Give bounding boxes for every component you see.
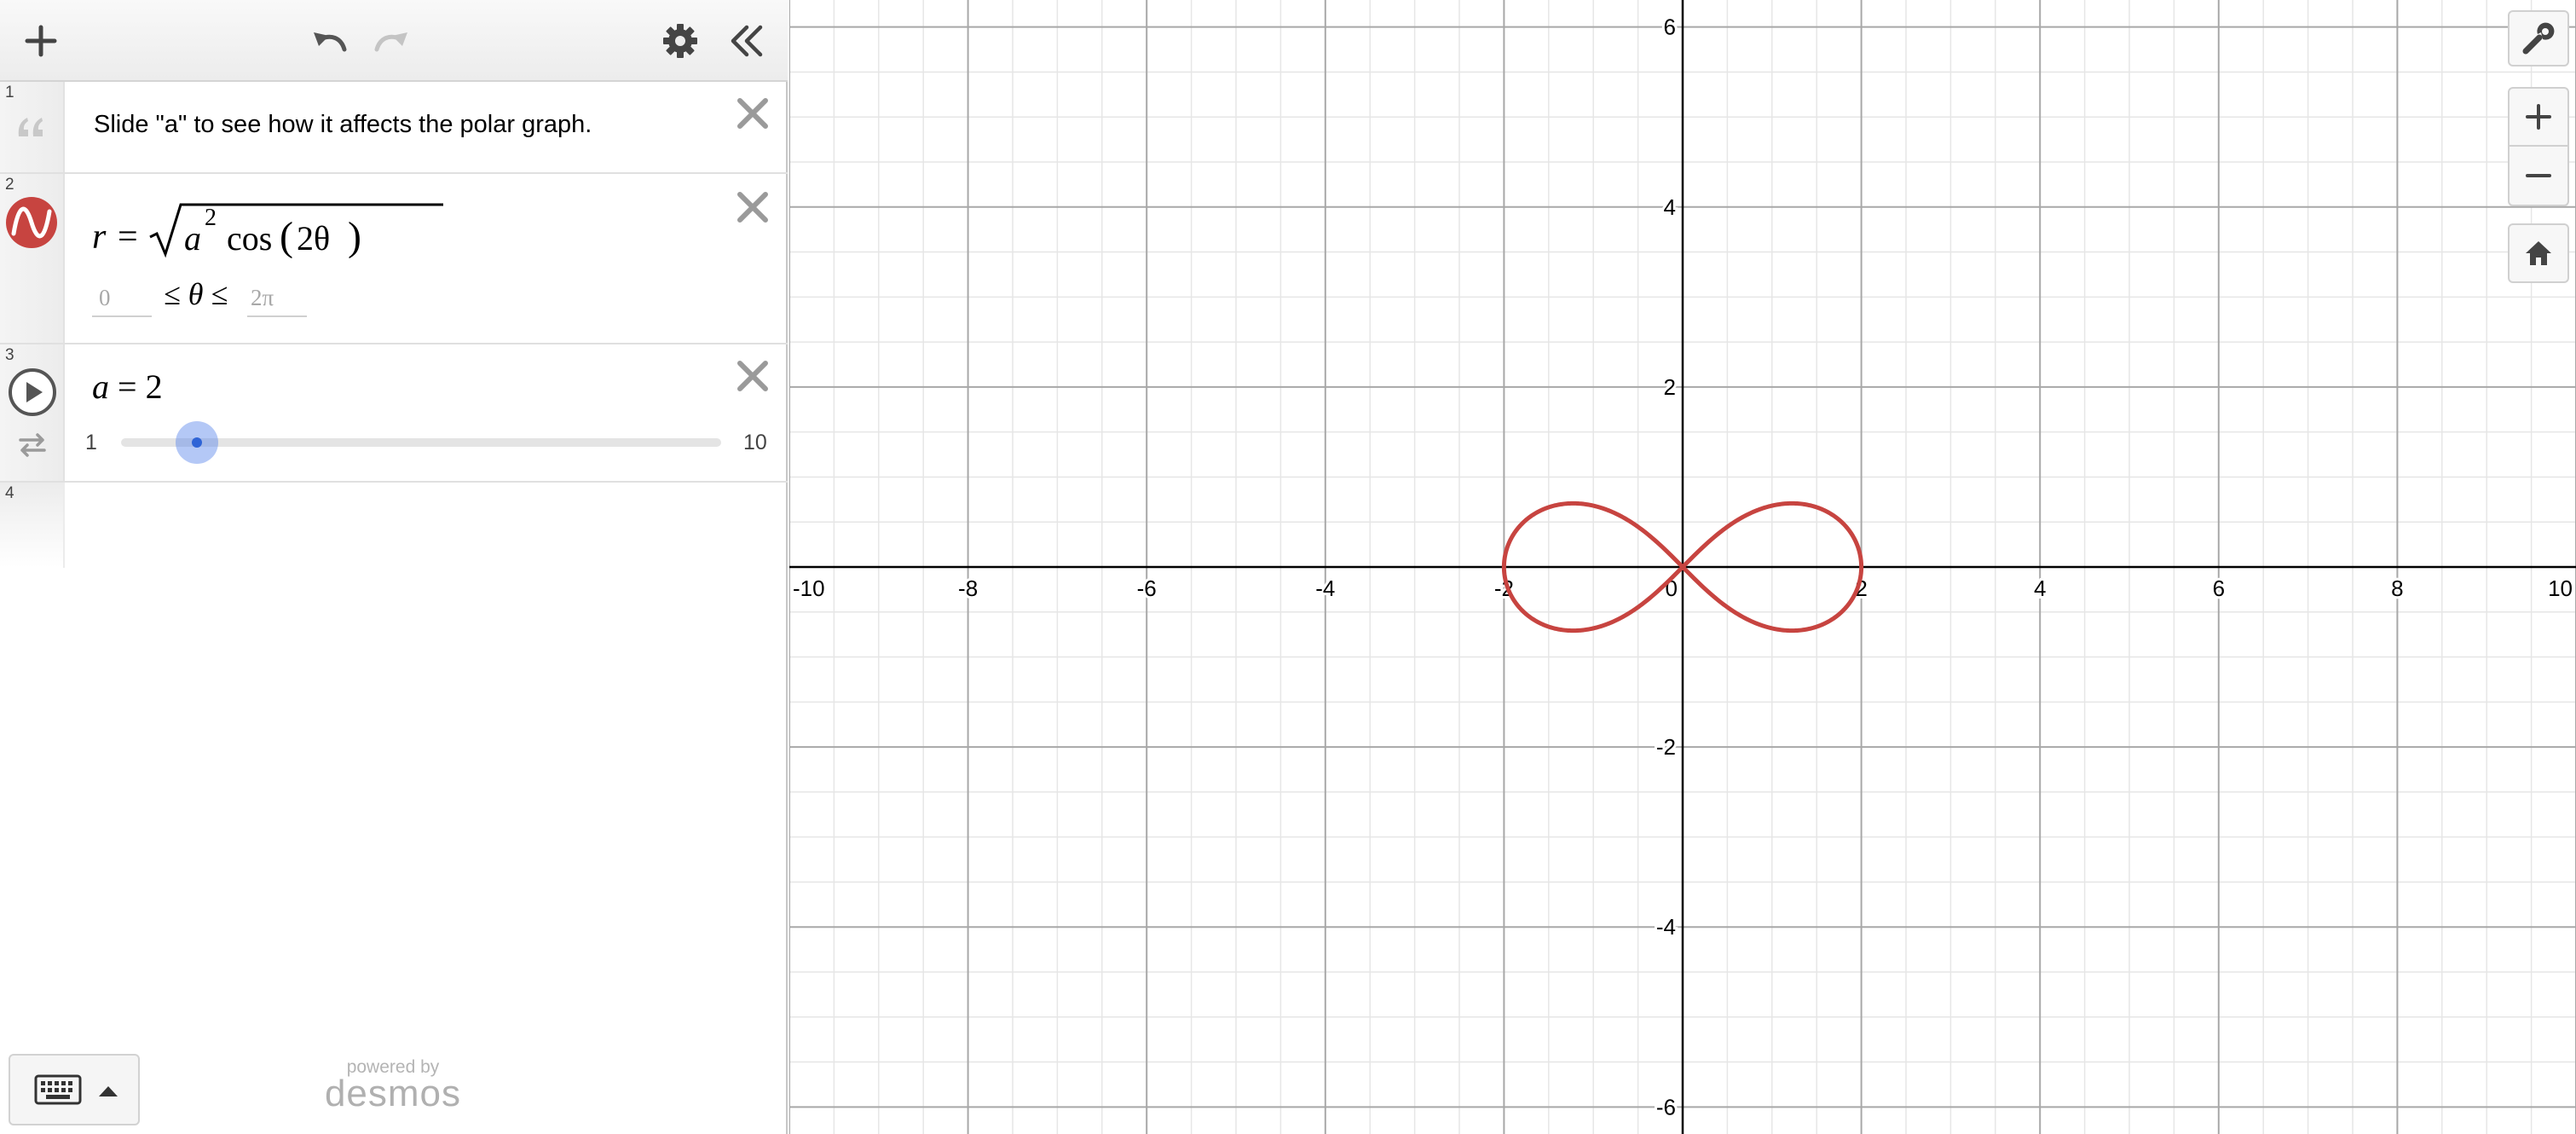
slider-track[interactable] xyxy=(121,438,721,447)
domain-min-input[interactable]: 0 xyxy=(92,281,152,317)
delete-row-2-button[interactable] xyxy=(731,186,774,229)
panel-header xyxy=(0,0,788,82)
quote-icon xyxy=(18,118,43,136)
gear-icon xyxy=(663,24,697,58)
collapse-panel-button[interactable] xyxy=(721,15,772,67)
keyboard-icon xyxy=(34,1074,82,1105)
note-text[interactable]: Slide "a" to see how it affects the pola… xyxy=(94,111,592,138)
zoom-out-icon xyxy=(2526,174,2551,177)
domain-max-input[interactable]: 2π xyxy=(247,281,307,317)
zoom-in-icon xyxy=(2526,104,2551,130)
row-gutter: 2 xyxy=(0,174,65,343)
x-tick-label-halo: 10 xyxy=(2548,576,2573,601)
keyboard-toggle-button[interactable] xyxy=(9,1054,140,1125)
x-tick-label-halo: -4 xyxy=(1315,576,1335,601)
y-tick-label: 4 xyxy=(1664,194,1676,220)
row-gutter: 1 xyxy=(0,82,65,172)
y-tick-label: -6 xyxy=(1656,1094,1676,1120)
graph-canvas[interactable]: -10-10 -8-8 -6-6 -4-4 -2-2 00 22 44 66 88 10106644… xyxy=(789,0,2576,1134)
paren-close: ) xyxy=(348,214,361,259)
plus-icon xyxy=(25,25,57,57)
row-number: 4 xyxy=(5,484,14,502)
x-tick-label-halo: 4 xyxy=(2034,576,2046,601)
redo-button[interactable] xyxy=(367,15,418,67)
slider-row[interactable]: 3 xyxy=(0,344,788,483)
graph-paper[interactable]: -10 -10 -8 -8 -6 -6 -4 -4 -2 -2 0 0 2 2 4 4 6 6 8 8 10 10 6 6 4 4… xyxy=(789,0,2576,1134)
powered-by-text: powered by xyxy=(346,1057,440,1077)
y-tick-label: 6 xyxy=(1664,14,1676,40)
x-tick-label: 10 xyxy=(2548,576,2573,601)
zoom-in-button[interactable] xyxy=(2508,87,2569,147)
undo-icon xyxy=(314,32,347,52)
loop-direction-icon[interactable] xyxy=(17,430,48,459)
slider-value: 2 xyxy=(145,367,163,406)
default-viewport-button[interactable] xyxy=(2508,223,2569,283)
y-tick-label: -2 xyxy=(1656,734,1676,760)
x-tick-label: -10 xyxy=(793,576,825,601)
equals-sign: = xyxy=(118,367,137,406)
y-tick-label-halo: -6 xyxy=(1656,1094,1676,1120)
redo-icon xyxy=(374,32,407,52)
lemniscate-curve[interactable] xyxy=(1501,500,1864,634)
x-tick-label-halo: 8 xyxy=(2391,576,2403,601)
row-number: 2 xyxy=(5,176,14,194)
delete-row-3-button[interactable] xyxy=(731,355,774,397)
y-tick-label: 2 xyxy=(1664,374,1676,400)
tick-labels: -10-10 -8-8 -6-6 -4-4 -2-2 00 22 44 66 88 10106644… xyxy=(790,12,2575,1123)
home-icon xyxy=(2526,241,2551,265)
slider-max-label[interactable]: 10 xyxy=(743,431,767,454)
caret-up-icon xyxy=(99,1086,118,1096)
row-gutter: 4 xyxy=(0,483,65,568)
y-tick-label-halo: -4 xyxy=(1656,914,1676,940)
slider-equation[interactable]: a = 2 xyxy=(92,367,163,407)
row-number: 1 xyxy=(5,84,14,101)
y-tick-label-halo: 2 xyxy=(1664,374,1676,400)
slider-variable: a xyxy=(92,367,109,406)
y-tick-label-halo: 4 xyxy=(1664,194,1676,220)
x-tick-label-halo: -8 xyxy=(958,576,978,601)
x-tick-label: -4 xyxy=(1315,576,1335,601)
zoom-out-button[interactable] xyxy=(2508,147,2569,206)
slider-min-label[interactable]: 1 xyxy=(85,431,97,454)
sqrt-symbol xyxy=(149,203,443,258)
x-tick-label-halo: -10 xyxy=(793,576,825,601)
x-tick-label: 4 xyxy=(2034,576,2046,601)
domain-relation: ≤ θ ≤ xyxy=(164,277,228,311)
add-item-button[interactable] xyxy=(15,15,66,67)
x-tick-label: 8 xyxy=(2391,576,2403,601)
double-chevron-left-icon xyxy=(731,25,763,57)
row-gutter: 3 xyxy=(0,344,65,481)
curve-color-icon[interactable] xyxy=(5,196,58,249)
domain-min-value: 0 xyxy=(99,285,111,310)
row-number: 3 xyxy=(5,346,14,364)
equals-sign: = xyxy=(118,217,138,257)
empty-row[interactable]: 4 xyxy=(0,483,788,568)
x-tick-label-halo: 6 xyxy=(2213,576,2225,601)
lhs-variable: r xyxy=(92,217,107,257)
settings-button[interactable] xyxy=(655,15,706,67)
delete-row-1-button[interactable] xyxy=(731,92,774,135)
x-tick-label: -8 xyxy=(958,576,978,601)
wrench-icon xyxy=(2522,22,2555,55)
y-tick-label: -4 xyxy=(1656,914,1676,940)
cos-argument: 2θ xyxy=(297,219,331,257)
x-tick-label-halo: -6 xyxy=(1137,576,1157,601)
play-icon[interactable] xyxy=(7,367,58,418)
x-tick-label: 6 xyxy=(2213,576,2225,601)
desmos-logo[interactable]: desmos xyxy=(324,1073,462,1114)
expression-panel: 1 Slide "a" to see how it affects the po… xyxy=(0,0,788,1134)
y-tick-label-halo: -2 xyxy=(1656,734,1676,760)
domain-max-value: 2π xyxy=(251,285,274,310)
note-row[interactable]: 1 xyxy=(0,82,788,174)
expression-row[interactable]: 2 xyxy=(0,174,788,344)
undo-button[interactable] xyxy=(303,15,355,67)
paren-open: ( xyxy=(280,214,293,259)
exponent: 2 xyxy=(205,205,217,231)
sqrt-variable: a xyxy=(184,219,201,257)
slider-handle[interactable] xyxy=(192,437,203,448)
x-tick-label: -6 xyxy=(1137,576,1157,601)
graph-settings-button[interactable] xyxy=(2508,10,2569,67)
cos-function: cos xyxy=(227,219,273,257)
y-tick-label-halo: 6 xyxy=(1664,14,1676,40)
